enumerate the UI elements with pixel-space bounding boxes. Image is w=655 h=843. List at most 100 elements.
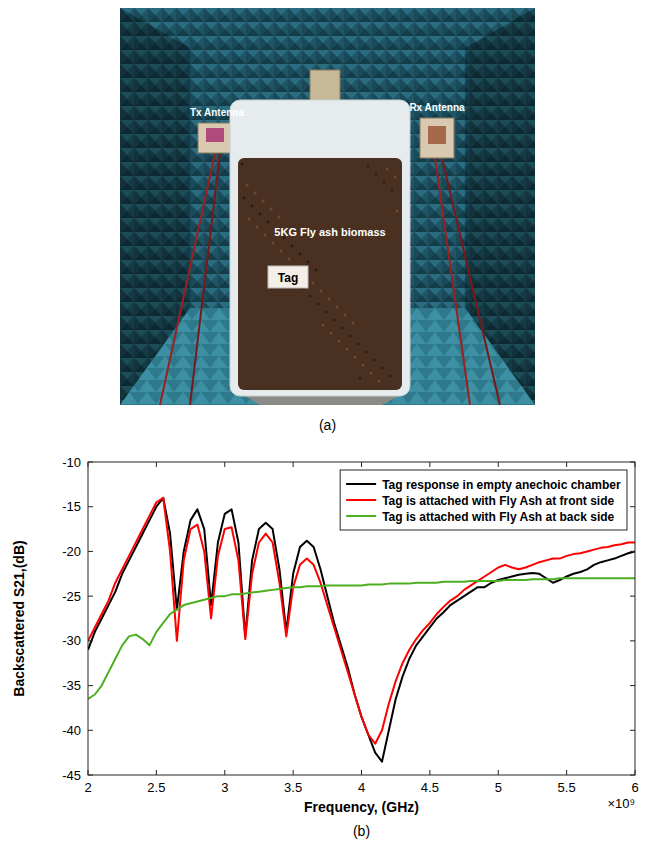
ash-speck bbox=[367, 165, 370, 168]
ash-speck bbox=[336, 306, 339, 309]
ash-speck bbox=[315, 269, 318, 272]
tag-label: Tag bbox=[278, 271, 298, 285]
ash-speck bbox=[346, 348, 349, 351]
ash-speck bbox=[259, 213, 262, 216]
y-tick bbox=[630, 775, 635, 776]
x-tick-label: 5 bbox=[495, 780, 502, 795]
ash-speck bbox=[381, 367, 384, 370]
y-tick bbox=[630, 730, 635, 731]
ash-speck bbox=[267, 221, 270, 224]
tx-label: Tx Antenna bbox=[190, 107, 245, 118]
ash-speck bbox=[383, 181, 386, 184]
ash-speck bbox=[378, 380, 381, 383]
legend-key bbox=[346, 499, 376, 501]
cable bbox=[435, 158, 470, 405]
y-tick-label: -20 bbox=[62, 544, 81, 559]
x-tick bbox=[566, 462, 567, 467]
cable bbox=[160, 153, 215, 405]
ash-speck bbox=[359, 377, 362, 380]
ash-speck bbox=[396, 210, 399, 213]
x-tick bbox=[156, 462, 157, 467]
legend-label: Tag is attached with Fly Ash at back sid… bbox=[382, 510, 614, 524]
ash-speck bbox=[322, 324, 325, 327]
y-tick bbox=[88, 775, 93, 776]
ash-speck bbox=[394, 176, 397, 179]
ash-speck bbox=[307, 261, 310, 264]
tag bbox=[268, 266, 308, 288]
y-tick bbox=[630, 640, 635, 641]
ash-speck bbox=[386, 168, 389, 171]
x-tick bbox=[635, 770, 636, 775]
y-tick bbox=[88, 551, 93, 552]
x-tick-label: 4 bbox=[358, 780, 365, 795]
rx-antenna-patch bbox=[428, 126, 446, 144]
ash-speck bbox=[246, 184, 249, 187]
ash-speck bbox=[341, 327, 344, 330]
chamber-wall bbox=[120, 8, 535, 405]
x-tick bbox=[429, 770, 430, 775]
plot-area bbox=[88, 462, 635, 775]
y-tick bbox=[88, 462, 93, 463]
ash-speck bbox=[328, 298, 331, 301]
x-tick bbox=[224, 462, 225, 467]
y-tick-label: -10 bbox=[62, 455, 81, 470]
ash-speck bbox=[278, 216, 281, 219]
ash-speck bbox=[280, 250, 283, 253]
x-tick bbox=[156, 770, 157, 775]
y-tick-label: -25 bbox=[62, 589, 81, 604]
fly-ash bbox=[238, 158, 402, 390]
legend-label: Tag is attached with Fly Ash at front si… bbox=[382, 494, 614, 508]
x-tick bbox=[293, 462, 294, 467]
ash-speck bbox=[241, 163, 244, 166]
y-tick-label: -15 bbox=[62, 499, 81, 514]
x-tick-label: 6 bbox=[631, 780, 638, 795]
y-tick-label: -30 bbox=[62, 633, 81, 648]
legend-key bbox=[346, 515, 376, 517]
ash-speck bbox=[264, 234, 267, 237]
ash-speck bbox=[362, 364, 365, 367]
y-tick-label: -35 bbox=[62, 678, 81, 693]
rx-antenna bbox=[420, 118, 454, 158]
ash-speck bbox=[272, 242, 275, 245]
x-tick bbox=[224, 770, 225, 775]
ash-speck bbox=[256, 226, 259, 229]
ash-speck bbox=[254, 192, 257, 195]
y-tick bbox=[88, 506, 93, 507]
ash-speck bbox=[373, 359, 376, 362]
cable bbox=[190, 153, 220, 405]
ash-speck bbox=[352, 322, 355, 325]
x-tick-label: 3.5 bbox=[284, 780, 302, 795]
legend-key bbox=[346, 483, 376, 485]
x-multiplier: ×10⁹ bbox=[607, 796, 635, 811]
ash-speck bbox=[309, 295, 312, 298]
y-tick bbox=[630, 506, 635, 507]
chart: 22.533.544.555.56-45-40-35-30-25-20-15-1… bbox=[11, 455, 639, 816]
bag-label: 5KG Fly ash biomass bbox=[274, 226, 385, 238]
y-axis-title: Backscattered S21,(dB) bbox=[11, 540, 27, 696]
series-line bbox=[88, 578, 635, 699]
ash-speck bbox=[391, 189, 394, 192]
ash-speck bbox=[344, 314, 347, 317]
y-tick bbox=[88, 596, 93, 597]
x-tick bbox=[566, 770, 567, 775]
ash-speck bbox=[389, 375, 392, 378]
lines bbox=[88, 498, 635, 762]
x-tick bbox=[88, 770, 89, 775]
y-tick bbox=[630, 596, 635, 597]
ash-speck bbox=[354, 356, 357, 359]
tx-antenna-patch bbox=[206, 128, 224, 142]
axes-frame bbox=[88, 462, 635, 775]
x-tick bbox=[635, 462, 636, 467]
y-tick bbox=[630, 462, 635, 463]
ash-speck bbox=[320, 290, 323, 293]
x-tick-label: 2 bbox=[84, 780, 91, 795]
bag bbox=[230, 100, 410, 396]
figure: TagTx AntennaRx Antenna5KG Fly ash bioma… bbox=[0, 0, 655, 843]
ash-speck bbox=[325, 311, 328, 314]
x-tick bbox=[293, 770, 294, 775]
x-tick bbox=[361, 462, 362, 467]
y-tick-label: -40 bbox=[62, 723, 81, 738]
x-tick-label: 3 bbox=[221, 780, 228, 795]
ash-speck bbox=[262, 200, 265, 203]
x-tick bbox=[361, 770, 362, 775]
